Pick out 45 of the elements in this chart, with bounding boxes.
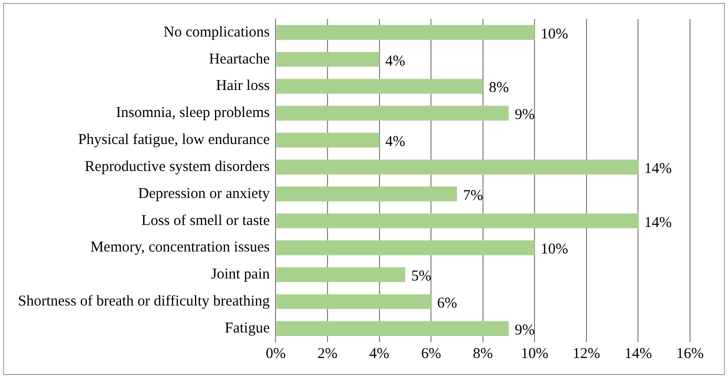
bar <box>276 294 432 310</box>
bar <box>276 267 406 282</box>
x-tick-label: 10% <box>520 346 548 362</box>
bar <box>276 213 638 228</box>
x-tick-label: 16% <box>676 346 704 362</box>
x-tick-label: 8% <box>472 346 493 362</box>
data-label: 8% <box>488 80 509 96</box>
y-tick-label: Memory, concentration issues <box>90 240 270 256</box>
y-tick-label: Loss of smell or taste <box>141 212 270 229</box>
y-tick-label: Physical fatigue, low endurance <box>78 132 270 148</box>
y-tick-label: Heartache <box>208 51 270 68</box>
y-tick-label: Joint pain <box>211 266 270 283</box>
x-tick-label: 0% <box>266 346 286 362</box>
data-label: 6% <box>437 296 458 312</box>
data-label: 9% <box>514 322 535 338</box>
x-tick-label: 6% <box>421 346 442 362</box>
x-tick-label: 14% <box>624 346 652 362</box>
y-tick-label: Insomnia, sleep problems <box>116 105 270 122</box>
data-label: 4% <box>385 134 406 150</box>
bar <box>276 160 638 174</box>
data-label: 5% <box>411 268 432 285</box>
bar <box>276 78 483 94</box>
y-tick-label: Shortness of breath or difficulty breathing <box>18 294 270 310</box>
x-tick-label: 2% <box>318 346 338 362</box>
y-tick-label: No complications <box>164 24 270 40</box>
bar <box>276 186 457 202</box>
y-tick-label: Fatigue <box>224 320 270 336</box>
y-tick-label: Reproductive system disorders <box>84 158 270 175</box>
bar <box>276 25 535 40</box>
data-label: 14% <box>644 160 672 177</box>
bar <box>276 132 380 148</box>
y-tick-label: Hair loss <box>216 78 270 94</box>
data-label: 7% <box>462 188 483 204</box>
bar <box>276 106 509 121</box>
y-tick-label: Depression or anxiety <box>138 186 270 202</box>
x-tick-label: 12% <box>572 346 600 362</box>
data-label: 10% <box>540 242 568 258</box>
data-label: 14% <box>644 214 672 231</box>
data-label: 10% <box>540 26 568 42</box>
bar <box>276 321 509 336</box>
bar <box>276 52 380 67</box>
x-tick-label: 4% <box>369 346 390 362</box>
bar <box>276 240 535 256</box>
data-label: 9% <box>514 107 535 124</box>
data-label: 4% <box>385 53 406 70</box>
